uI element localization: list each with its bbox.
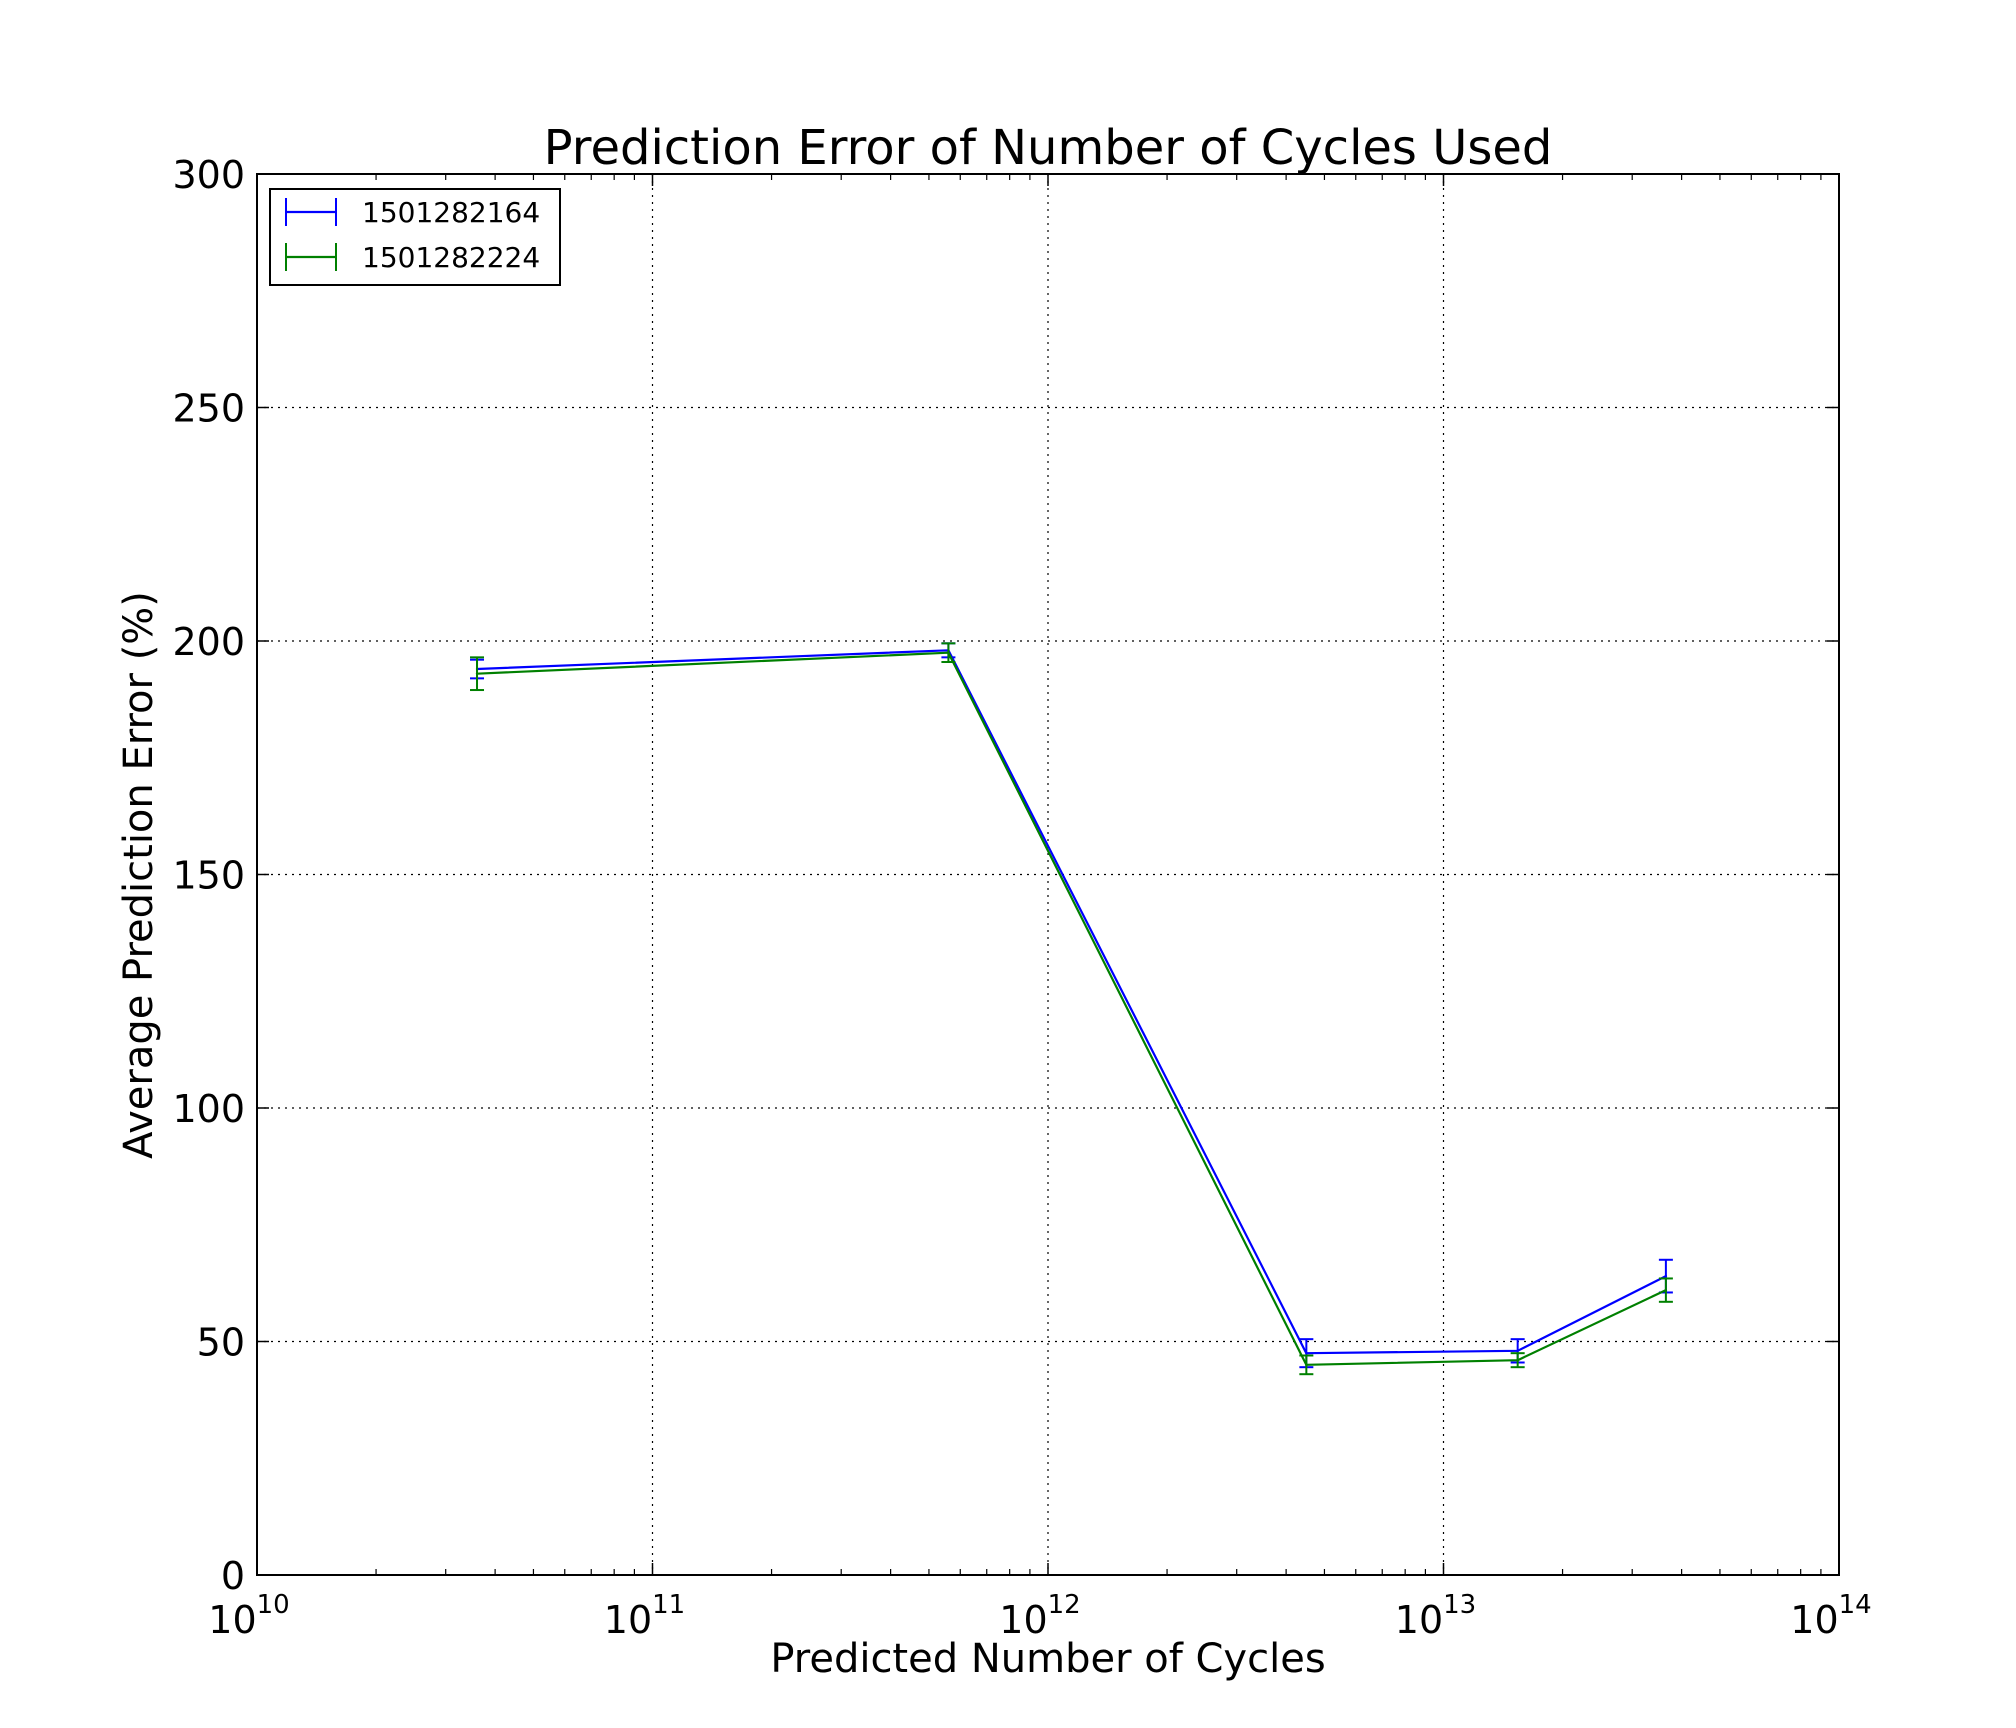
x-tick-base: 10 — [1395, 1598, 1443, 1642]
data-point — [1516, 1349, 1519, 1353]
x-tick-exponent: 12 — [1048, 1590, 1081, 1620]
y-tick-label: 150 — [172, 854, 245, 898]
x-tick-base: 10 — [604, 1598, 652, 1642]
x-tick-exponent: 14 — [1839, 1590, 1872, 1620]
x-tick-exponent: 11 — [652, 1590, 685, 1620]
x-tick-label: 1013 — [1395, 1590, 1476, 1642]
data-point — [947, 651, 950, 654]
series-layer — [470, 642, 1673, 1376]
data-point — [1305, 1363, 1308, 1367]
x-tick-labels: 1010 1011 1012 1013 1014 — [208, 1590, 1871, 1642]
y-tick-label: 300 — [172, 153, 245, 197]
data-point — [1516, 1358, 1519, 1362]
y-tick-labels: 0 50 100 150 200 250 300 — [172, 153, 245, 1598]
legend-label: 1501282224 — [362, 241, 540, 274]
grid-lines — [257, 174, 1839, 1575]
y-tick-label: 250 — [172, 387, 245, 431]
x-tick-label: 1012 — [999, 1590, 1080, 1642]
y-tick-label: 50 — [197, 1321, 245, 1365]
x-tick-exponent: 10 — [257, 1590, 290, 1620]
x-tick-label: 1011 — [604, 1590, 685, 1642]
x-tick-exponent: 13 — [1443, 1590, 1476, 1620]
series-1 — [470, 642, 1673, 1376]
legend-label: 1501282164 — [362, 196, 540, 229]
x-tick-base: 10 — [1790, 1598, 1838, 1642]
x-tick-base: 10 — [999, 1598, 1047, 1642]
y-tick-label: 0 — [221, 1554, 245, 1598]
legend-entry: 1501282164 — [285, 196, 540, 229]
y-axis-label: Average Prediction Error (%) — [116, 591, 162, 1159]
data-point — [475, 672, 479, 675]
legend: 1501282164 1501282224 — [269, 188, 561, 286]
y-tick-label: 200 — [172, 620, 245, 664]
legend-entry: 1501282224 — [285, 241, 540, 274]
data-point — [1664, 1288, 1668, 1292]
x-axis-label: Predicted Number of Cycles — [770, 1636, 1325, 1682]
y-tick-label: 100 — [172, 1087, 245, 1131]
data-point — [1664, 1274, 1668, 1278]
chart-title: Prediction Error of Number of Cycles Use… — [544, 120, 1553, 176]
x-tick-label: 1014 — [1790, 1590, 1871, 1642]
plot-frame — [256, 173, 1840, 1576]
data-point — [1305, 1351, 1308, 1355]
x-tick-label: 1010 — [208, 1590, 289, 1642]
legend-box — [269, 188, 561, 286]
x-tick-base: 10 — [208, 1598, 256, 1642]
